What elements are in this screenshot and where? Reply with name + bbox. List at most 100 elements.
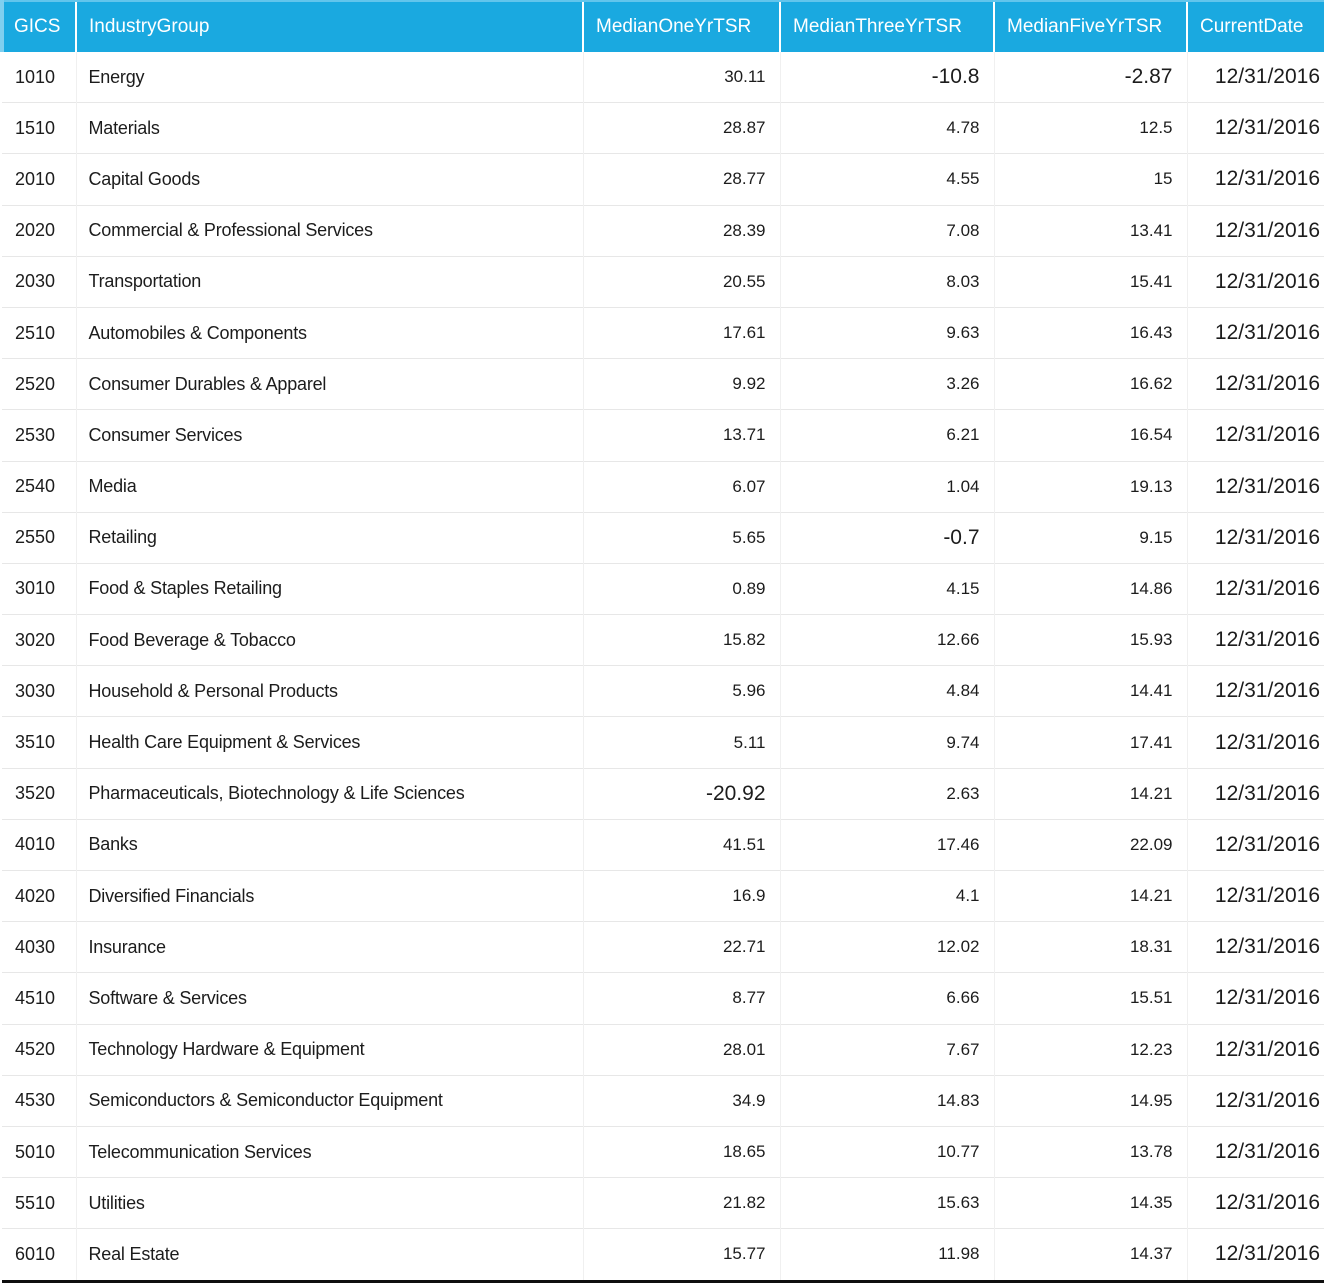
cell-gics: 3510 bbox=[2, 716, 76, 769]
cell-date: 12/31/2016 bbox=[1186, 1074, 1324, 1127]
table-row: 5510 Utilities 21.82 15.63 14.35 12/31/2016 bbox=[2, 1177, 1324, 1229]
cell-gics: 4020 bbox=[2, 869, 76, 922]
cell-date: 12/31/2016 bbox=[1186, 665, 1324, 717]
cell-date: 12/31/2016 bbox=[1186, 869, 1324, 922]
table-row: 3520 Pharmaceuticals, Biotechnology & Lif… bbox=[2, 767, 1324, 820]
column-header-industry: IndustryGroup bbox=[75, 0, 583, 52]
cell-industry: Commercial & Professional Services bbox=[75, 204, 583, 257]
cell-one_yr: 41.51 bbox=[582, 818, 780, 871]
cell-date: 12/31/2016 bbox=[1186, 306, 1324, 359]
cell-date: 12/31/2016 bbox=[1186, 818, 1324, 871]
cell-five_yr: 14.86 bbox=[993, 562, 1187, 615]
table-row: 3010 Food & Staples Retailing 0.89 4.15 14.8… bbox=[2, 562, 1324, 615]
table-row: 4010 Banks 41.51 17.46 22.09 12/31/2016 bbox=[2, 818, 1324, 871]
cell-five_yr: 22.09 bbox=[993, 818, 1187, 871]
cell-three_yr: 12.66 bbox=[779, 614, 994, 666]
cell-industry: Health Care Equipment & Services bbox=[75, 716, 583, 769]
cell-one_yr: 30.11 bbox=[582, 52, 780, 103]
cell-industry: Telecommunication Services bbox=[75, 1125, 583, 1178]
cell-three_yr: 17.46 bbox=[779, 818, 994, 871]
cell-one_yr: 0.89 bbox=[582, 562, 780, 615]
cell-three_yr: 12.02 bbox=[779, 921, 994, 973]
cell-one_yr: 13.71 bbox=[582, 409, 780, 461]
table-row: 2540 Media 6.07 1.04 19.13 12/31/2016 bbox=[2, 460, 1324, 513]
cell-one_yr: 22.71 bbox=[582, 921, 780, 973]
cell-industry: Food & Staples Retailing bbox=[75, 562, 583, 615]
cell-five_yr: 9.15 bbox=[993, 511, 1187, 564]
cell-date: 12/31/2016 bbox=[1186, 716, 1324, 769]
table-row: 3510 Health Care Equipment & Services 5.11… bbox=[2, 716, 1324, 769]
column-header-one_yr: MedianOneYrTSR bbox=[582, 0, 780, 52]
cell-date: 12/31/2016 bbox=[1186, 562, 1324, 615]
cell-industry: Retailing bbox=[75, 511, 583, 564]
cell-five_yr: 16.62 bbox=[993, 358, 1187, 410]
cell-three_yr: 4.55 bbox=[779, 153, 994, 206]
cell-five_yr: 16.54 bbox=[993, 409, 1187, 461]
cell-five_yr: 14.41 bbox=[993, 665, 1187, 717]
cell-industry: Automobiles & Components bbox=[75, 306, 583, 359]
cell-one_yr: 5.96 bbox=[582, 665, 780, 717]
table-row: 2550 Retailing 5.65 -0.7 9.15 12/31/2016 bbox=[2, 511, 1324, 564]
cell-five_yr: 12.23 bbox=[993, 1023, 1187, 1076]
cell-gics: 4520 bbox=[2, 1023, 76, 1076]
table-row: 2010 Capital Goods 28.77 4.55 15 12/31/2016 bbox=[2, 153, 1324, 206]
table-row: 1010 Energy 30.11 -10.8 -2.87 12/31/2016 bbox=[2, 52, 1324, 103]
cell-five_yr: 16.43 bbox=[993, 306, 1187, 359]
cell-gics: 2020 bbox=[2, 204, 76, 257]
cell-date: 12/31/2016 bbox=[1186, 1177, 1324, 1229]
cell-five_yr: 14.95 bbox=[993, 1074, 1187, 1127]
cell-industry: Materials bbox=[75, 102, 583, 154]
cell-date: 12/31/2016 bbox=[1186, 1023, 1324, 1076]
cell-one_yr: 28.01 bbox=[582, 1023, 780, 1076]
cell-date: 12/31/2016 bbox=[1186, 204, 1324, 257]
cell-gics: 4030 bbox=[2, 921, 76, 973]
cell-industry: Household & Personal Products bbox=[75, 665, 583, 717]
cell-one_yr: 18.65 bbox=[582, 1125, 780, 1178]
column-header-three_yr: MedianThreeYrTSR bbox=[779, 0, 994, 52]
cell-five_yr: 14.21 bbox=[993, 767, 1187, 820]
cell-three_yr: 6.66 bbox=[779, 972, 994, 1025]
cell-date: 12/31/2016 bbox=[1186, 153, 1324, 206]
cell-industry: Pharmaceuticals, Biotechnology & Life Sc… bbox=[75, 767, 583, 820]
cell-three_yr: 11.98 bbox=[779, 1228, 994, 1281]
cell-industry: Semiconductors & Semiconductor Equipment bbox=[75, 1074, 583, 1127]
table-row: 2510 Automobiles & Components 17.61 9.63 16.… bbox=[2, 306, 1324, 359]
cell-three_yr: 1.04 bbox=[779, 460, 994, 513]
cell-three_yr: 15.63 bbox=[779, 1177, 994, 1229]
cell-three_yr: -10.8 bbox=[779, 52, 994, 103]
cell-gics: 1010 bbox=[15, 66, 56, 87]
cell-one_yr: 28.39 bbox=[582, 204, 780, 257]
cell-industry: Food Beverage & Tobacco bbox=[75, 614, 583, 666]
cell-three_yr: 7.67 bbox=[779, 1023, 994, 1076]
cell-five_yr: -2.87 bbox=[993, 52, 1187, 103]
cell-date: 12/31/2016 bbox=[1186, 52, 1324, 103]
cell-three_yr: 8.03 bbox=[779, 255, 994, 308]
table-row: 2020 Commercial & Professional Services 28… bbox=[2, 204, 1324, 257]
cell-gics: 2540 bbox=[2, 460, 76, 513]
cell-five_yr: 18.31 bbox=[993, 921, 1187, 973]
cell-industry: Real Estate bbox=[75, 1228, 583, 1281]
cell-industry: Energy bbox=[75, 52, 583, 103]
cell-five_yr: 17.41 bbox=[993, 716, 1187, 769]
cell-one_yr: 15.77 bbox=[582, 1228, 780, 1281]
cell-one_yr: 5.11 bbox=[582, 716, 780, 769]
cell-date: 12/31/2016 bbox=[1186, 460, 1324, 513]
cell-gics: 5010 bbox=[2, 1125, 76, 1178]
table-row: 6010 Real Estate 15.77 11.98 14.37 12/31/2016 bbox=[2, 1228, 1324, 1281]
cell-date: 12/31/2016 bbox=[1186, 409, 1324, 461]
cell-one_yr: 17.61 bbox=[582, 306, 780, 359]
table-row: 4530 Semiconductors & Semiconductor Equip… bbox=[2, 1074, 1324, 1127]
cell-date: 12/31/2016 bbox=[1186, 255, 1324, 308]
cell-three_yr: 9.74 bbox=[779, 716, 994, 769]
cell-five_yr: 14.37 bbox=[993, 1228, 1187, 1281]
cell-five_yr: 15.51 bbox=[993, 972, 1187, 1025]
cell-five_yr: 12.5 bbox=[993, 102, 1187, 154]
cell-three_yr: 7.08 bbox=[779, 204, 994, 257]
cell-industry: Capital Goods bbox=[75, 153, 583, 206]
table-row: 2520 Consumer Durables & Apparel 9.92 3.26 1… bbox=[2, 358, 1324, 410]
table-row: 4520 Technology Hardware & Equipment 28.01… bbox=[2, 1023, 1324, 1076]
cell-three_yr: 10.77 bbox=[779, 1125, 994, 1178]
cell-date: 12/31/2016 bbox=[1186, 1228, 1324, 1281]
cell-three_yr: 6.21 bbox=[779, 409, 994, 461]
